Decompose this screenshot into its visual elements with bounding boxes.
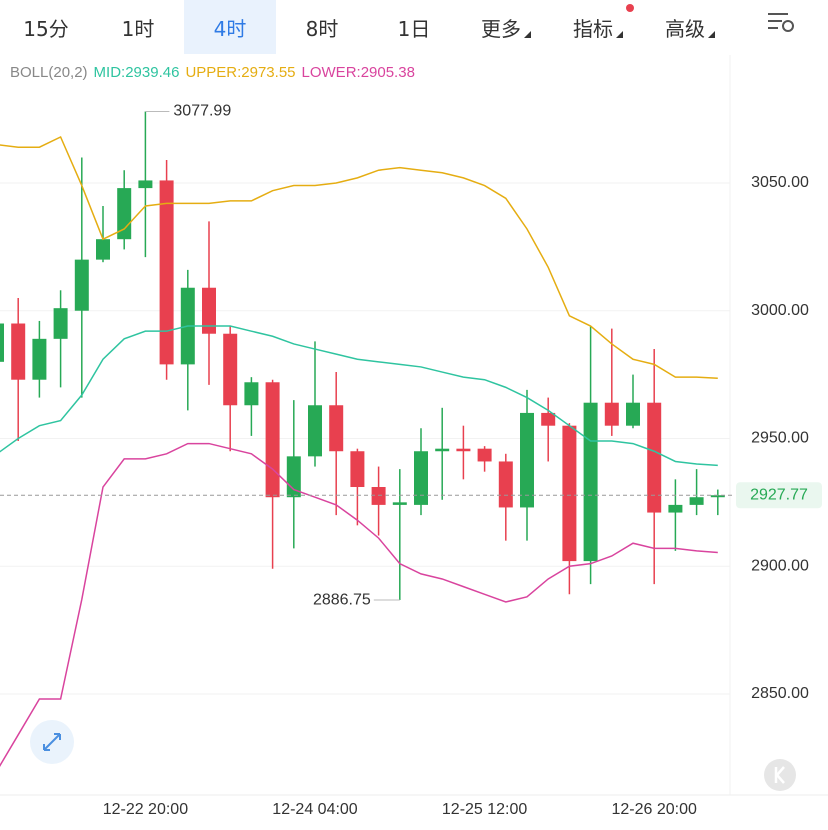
x-tick-label: 12-26 20:00 (611, 801, 697, 818)
legend-entry: MID:2939.46 (93, 64, 180, 81)
candle-body (159, 180, 174, 365)
candle-body (350, 451, 365, 488)
x-tick-label: 12-24 04:00 (272, 801, 358, 818)
expand-icon (43, 733, 61, 751)
candle-body (498, 461, 513, 508)
indicator-legend: BOLL(20,2) MID:2939.46 UPPER:2973.55 LOWER… (10, 64, 415, 81)
candle-body (583, 402, 598, 562)
candle-body (562, 425, 577, 562)
candle-body (392, 502, 407, 505)
tab[interactable]: 1时 (92, 0, 184, 54)
candle-body (11, 323, 26, 380)
current-price-label: 2927.77 (750, 486, 808, 503)
tab-label: 8时 (305, 16, 339, 41)
current-price-box (736, 482, 822, 509)
boll-line (0, 442, 718, 767)
kline-icon (774, 766, 785, 784)
tab-label: 更多 (481, 16, 521, 41)
y-tick-label: 2850.00 (751, 685, 809, 702)
candle-body (414, 451, 428, 505)
high-label: 3077.99 (173, 103, 231, 120)
candle-body (32, 338, 47, 380)
boll-line (0, 325, 718, 467)
tab[interactable]: 高级 (644, 0, 736, 54)
tab[interactable]: 15分 (0, 0, 92, 54)
candle-body (689, 497, 704, 505)
candle-body (53, 308, 68, 339)
tab-label: 指标 (573, 16, 613, 41)
candle-body (668, 504, 683, 513)
settings-icon[interactable] (768, 13, 794, 32)
candle-body (202, 287, 216, 334)
low-label: 2886.75 (313, 591, 371, 608)
menu-arrow (616, 30, 623, 38)
candle-body (138, 180, 153, 189)
boll-line (0, 135, 718, 380)
menu-arrow (708, 30, 715, 38)
legend-entry: UPPER:2973.55 (185, 64, 296, 81)
candle-body (0, 323, 4, 362)
candle-body (541, 412, 556, 426)
tab-label: 4时 (213, 16, 247, 41)
y-tick-label: 3050.00 (751, 174, 809, 191)
candle-body (371, 487, 386, 505)
candle-body (329, 405, 344, 452)
y-tick-label: 3000.00 (751, 302, 809, 319)
candle-body (74, 259, 89, 311)
tab[interactable]: 4时 (184, 0, 276, 54)
candle-body (265, 382, 280, 498)
x-tick-label: 12-25 12:00 (442, 801, 528, 818)
timeframe-tabs: 15分 1时 4时 8时 1日 更多 指标 高级 (0, 0, 828, 54)
y-tick-label: 2900.00 (751, 557, 809, 574)
tab[interactable]: 更多 (460, 0, 552, 54)
candle-body (308, 405, 322, 457)
badge-dot (626, 4, 634, 12)
legend-entry: LOWER:2905.38 (301, 64, 415, 81)
candle-body (456, 448, 471, 452)
candle-body (710, 495, 725, 498)
tab[interactable]: 8时 (276, 0, 368, 54)
candle-body (626, 402, 640, 426)
candle-body (604, 402, 619, 426)
menu-arrow (524, 30, 531, 38)
tab-label: 1时 (121, 16, 155, 41)
x-tick-label: 12-22 20:00 (103, 801, 189, 818)
y-tick-label: 2950.00 (751, 430, 809, 447)
tab[interactable]: 1日 (368, 0, 460, 54)
indicator-name: BOLL(20,2) (10, 64, 88, 81)
candle-body (647, 402, 662, 513)
candle-body (435, 448, 450, 452)
candle-body (477, 448, 492, 462)
candle-body (223, 333, 238, 406)
tab-label: 15分 (23, 16, 69, 41)
tab[interactable]: 指标 (552, 0, 644, 54)
candle-body (520, 412, 534, 508)
candle-body (117, 188, 132, 240)
tab-label: 1日 (397, 16, 431, 41)
candle-body (96, 239, 110, 260)
candle-body (244, 382, 259, 406)
kline-button[interactable] (764, 759, 796, 791)
tab-label: 高级 (665, 16, 705, 41)
